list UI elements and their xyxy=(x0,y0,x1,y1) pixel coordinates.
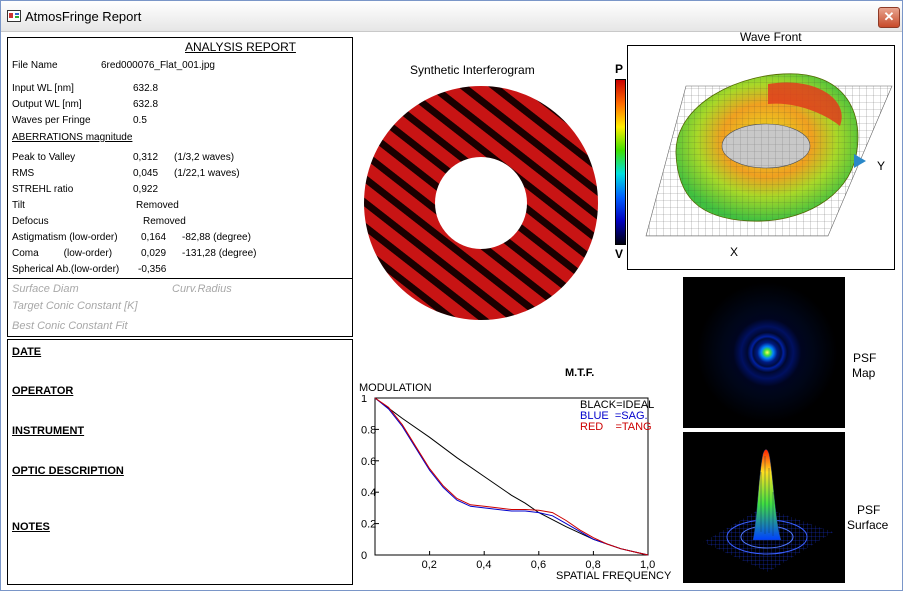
mtf-ylabel: MODULATION xyxy=(359,382,432,394)
mtf-chart: 1 0.8 0.6 0.4 0.2 0 0,2 0,4 0,6 0,8 1,0 xyxy=(361,395,655,571)
close-icon: ✕ xyxy=(883,9,895,24)
rms-label: RMS xyxy=(12,168,35,179)
defocus-label: Defocus xyxy=(12,216,49,227)
notes-heading: NOTES xyxy=(12,521,50,533)
mtf-title: M.T.F. xyxy=(565,367,595,379)
psf-map-label-1: PSF xyxy=(853,351,877,365)
ptv-value: 0,312 xyxy=(133,152,159,163)
file-name-value: 6red000076_Flat_001.jpg xyxy=(101,60,215,71)
v-label: V xyxy=(615,247,624,261)
mtf-y-tick-label: 1 xyxy=(361,395,367,405)
mtf-x-tick-label: 0,6 xyxy=(531,559,546,571)
spherical-value: -0,356 xyxy=(138,264,167,275)
mtf-x-tick-label: 0,4 xyxy=(476,559,491,571)
legend-tang: RED =TANG xyxy=(580,421,652,433)
legend-ideal: BLACK=IDEAL xyxy=(580,399,655,411)
app-icon xyxy=(7,10,21,22)
input-wl-label: Input WL [nm] xyxy=(12,83,74,94)
waves-label: Waves per Fringe xyxy=(12,115,91,126)
mtf-xlabel: SPATIAL FREQUENCY xyxy=(556,570,672,582)
wavefront-x-label: X xyxy=(730,245,739,259)
target-conic-label: Target Conic Constant [K] xyxy=(12,300,138,312)
aberrations-heading: ABERRATIONS magnitude xyxy=(12,132,133,143)
ptv-waves: (1/3,2 waves) xyxy=(174,152,235,163)
surface-diam-label: Surface Diam xyxy=(12,283,79,295)
rms-waves: (1/22,1 waves) xyxy=(174,168,240,179)
coma-degree: -131,28 (degree) xyxy=(182,248,257,259)
mtf-y-tick-label: 0.6 xyxy=(361,456,376,468)
best-conic-label: Best Conic Constant Fit xyxy=(12,320,128,332)
operator-heading: OPERATOR xyxy=(12,385,74,397)
mtf-y-tick-label: 0 xyxy=(361,550,367,562)
spherical-label: Spherical Ab.(low-order) xyxy=(12,264,120,275)
input-wl-value: 632.8 xyxy=(133,83,159,94)
legend-sag: BLUE =SAG. xyxy=(580,410,648,422)
date-heading: DATE xyxy=(12,346,42,358)
interferogram-image xyxy=(363,85,599,321)
coma-label: Coma (low-order) xyxy=(12,248,113,259)
mtf-x-tick-label: 1,0 xyxy=(640,559,655,571)
title-bar[interactable]: AtmosFringe Report ✕ xyxy=(1,1,902,32)
psf-surface-label-2: Surface xyxy=(847,518,889,532)
close-button[interactable]: ✕ xyxy=(878,7,900,28)
psf-map-image xyxy=(683,277,845,428)
psf-surface-plot xyxy=(703,449,833,572)
psf-surface-label-1: PSF xyxy=(857,503,881,517)
mtf-y-tick-label: 0.4 xyxy=(361,487,376,499)
report-heading: ANALYSIS REPORT xyxy=(185,40,296,54)
file-name-label: File Name xyxy=(12,60,58,71)
mtf-x-tick-label: 0,8 xyxy=(585,559,600,571)
psf-surface-image xyxy=(683,432,845,583)
curv-radius-label: Curv.Radius xyxy=(172,283,232,295)
defocus-value: Removed xyxy=(143,216,186,227)
mtf-y-tick-label: 0.8 xyxy=(361,424,376,436)
astigmatism-label: Astigmatism (low-order) xyxy=(12,232,118,243)
astigmatism-value: 0,164 xyxy=(141,232,167,243)
output-wl-label: Output WL [nm] xyxy=(12,99,82,110)
interferogram-title: Synthetic Interferogram xyxy=(410,63,535,77)
mtf-x-tick-label: 0,2 xyxy=(422,559,437,571)
astigmatism-degree: -82,88 (degree) xyxy=(182,232,251,243)
optic-description-heading: OPTIC DESCRIPTION xyxy=(12,465,124,477)
wavefront-panel: X Y xyxy=(627,45,895,270)
tilt-label: Tilt xyxy=(12,200,25,211)
waves-value: 0.5 xyxy=(133,115,147,126)
instrument-heading: INSTRUMENT xyxy=(12,425,85,437)
rms-value: 0,045 xyxy=(133,168,159,179)
strehl-label: STREHL ratio xyxy=(12,184,74,195)
wavefront-title: Wave Front xyxy=(740,30,802,44)
p-label: P xyxy=(615,62,624,76)
psf-map-label-2: Map xyxy=(852,366,876,380)
window-title: AtmosFringe Report xyxy=(25,9,142,24)
divider xyxy=(8,278,352,279)
mtf-y-tick-label: 0.2 xyxy=(361,519,376,531)
info-panel: DATE OPERATOR INSTRUMENT OPTIC DESCRIPTI… xyxy=(7,339,353,585)
wavefront-plot xyxy=(645,73,893,237)
wavefront-y-label: Y xyxy=(877,159,886,173)
mtf-tang-line xyxy=(374,397,649,556)
coma-value: 0,029 xyxy=(141,248,167,259)
ptv-label: Peak to Valley xyxy=(12,152,76,163)
output-wl-value: 632.8 xyxy=(133,99,159,110)
analysis-report-panel: ANALYSIS REPORT File Name 6red000076_Fla… xyxy=(7,37,353,337)
phase-color-scale xyxy=(615,79,626,245)
tilt-value: Removed xyxy=(136,200,179,211)
strehl-value: 0,922 xyxy=(133,184,159,195)
